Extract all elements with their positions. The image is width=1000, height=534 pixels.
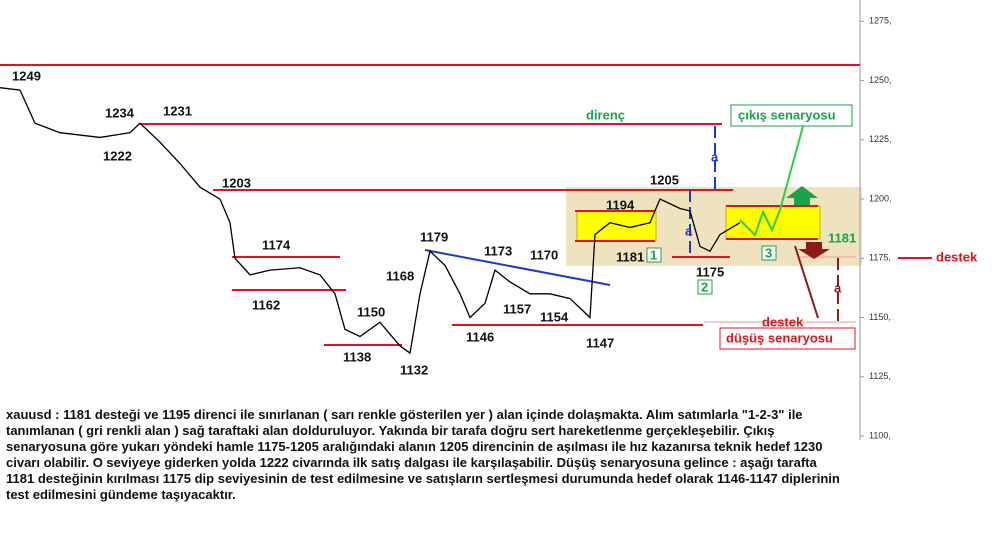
label: 1175 bbox=[696, 264, 724, 279]
label: çıkış senaryosu bbox=[738, 107, 836, 122]
annotations: 1249 1234 1231 1222 1203 1174 1162 1150 … bbox=[12, 68, 978, 377]
label: 1162 bbox=[252, 297, 280, 312]
label: 1205 bbox=[650, 172, 679, 187]
price-line bbox=[0, 87, 741, 355]
y-tick-label: 1200, bbox=[869, 193, 892, 203]
label: 1146 bbox=[466, 329, 494, 344]
label: 3 bbox=[765, 245, 772, 260]
up-arrow bbox=[786, 186, 818, 205]
levels bbox=[0, 64, 932, 346]
label: direnç bbox=[586, 107, 625, 122]
down-line bbox=[794, 245, 819, 319]
y-tick-label: 1225, bbox=[869, 134, 892, 144]
label: 1173 bbox=[484, 243, 512, 258]
label: 1181 bbox=[616, 249, 644, 264]
label: destek bbox=[762, 314, 804, 329]
label: 1157 bbox=[503, 301, 531, 316]
label: 1132 bbox=[400, 362, 428, 377]
label: a bbox=[834, 280, 842, 295]
y-tick-label: 1150, bbox=[869, 312, 891, 322]
yellow-box bbox=[576, 210, 657, 242]
y-tick-label: 1175, bbox=[869, 253, 891, 263]
trendline bbox=[424, 249, 611, 286]
label-box bbox=[697, 279, 713, 295]
label: 1 bbox=[650, 247, 657, 262]
down-arrow bbox=[798, 242, 830, 259]
label: 1249 bbox=[12, 68, 41, 83]
label: 1181 bbox=[828, 230, 856, 245]
y-tick-label: 1275, bbox=[869, 16, 892, 26]
label: 1222 bbox=[103, 148, 132, 163]
label: 1203 bbox=[222, 175, 251, 190]
label: 1138 bbox=[343, 349, 371, 364]
label-box bbox=[646, 247, 662, 263]
label: destek bbox=[936, 249, 978, 264]
label: 1179 bbox=[420, 229, 448, 244]
label: 1234 bbox=[105, 105, 135, 120]
label: 1150 bbox=[357, 304, 385, 319]
label: 1147 bbox=[586, 335, 614, 350]
description: xauusd : 1181 desteği ve 1195 direnci il… bbox=[6, 407, 840, 502]
y-tick-label: 1250, bbox=[869, 75, 892, 85]
label: 1194 bbox=[606, 197, 635, 212]
y-tick-label: 1100, bbox=[869, 430, 891, 440]
label: düşüş senaryosu bbox=[726, 330, 833, 345]
label-box bbox=[730, 104, 853, 127]
label: 2 bbox=[701, 279, 708, 294]
label-box bbox=[719, 327, 856, 350]
label: 1168 bbox=[386, 268, 414, 283]
label: 1174 bbox=[262, 237, 291, 252]
yellow-box bbox=[725, 205, 821, 240]
label: 1231 bbox=[163, 103, 192, 118]
label: a bbox=[685, 223, 693, 238]
path-sketch bbox=[739, 209, 781, 237]
label: 1154 bbox=[540, 309, 569, 324]
y-tick-label: 1125, bbox=[869, 371, 891, 381]
label: 1170 bbox=[530, 247, 558, 262]
label: a bbox=[711, 149, 719, 164]
label-box bbox=[761, 245, 777, 261]
